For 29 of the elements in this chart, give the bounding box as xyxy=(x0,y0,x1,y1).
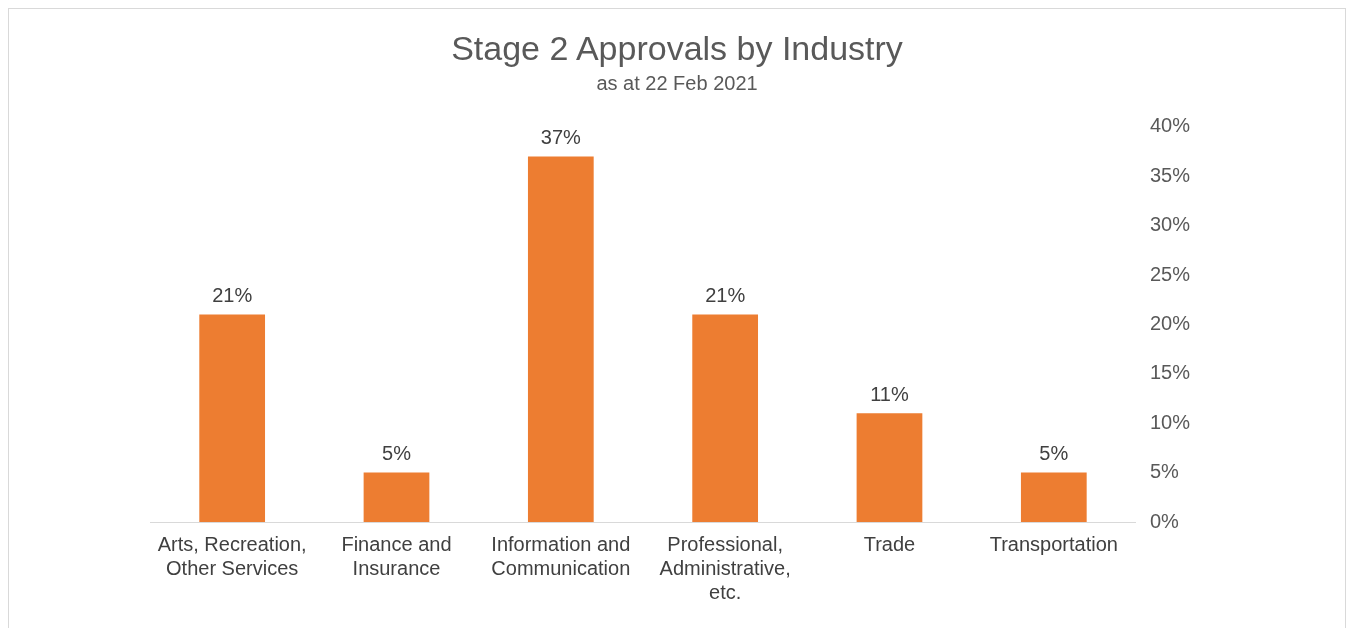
data-label: 37% xyxy=(540,125,582,148)
x-tick-label: Transportation xyxy=(989,532,1118,555)
y-tick-label: 20% xyxy=(1149,311,1191,334)
chart-subtitle: as at 22 Feb 2021 xyxy=(596,72,758,95)
y-tick-label: 40% xyxy=(1149,114,1191,137)
y-tick-label: 10% xyxy=(1149,410,1191,433)
x-tick-label: Professional, Administrative, etc. xyxy=(659,532,791,603)
y-tick-label: 0% xyxy=(1149,509,1180,532)
data-label: 21% xyxy=(705,284,746,307)
data-label: 21% xyxy=(212,284,253,307)
y-tick-label: 5% xyxy=(1149,460,1180,483)
bar xyxy=(856,413,923,522)
bar xyxy=(1020,472,1087,522)
data-label: 5% xyxy=(1039,442,1069,465)
bar xyxy=(527,156,594,522)
x-tick-label: Arts, Recreation, Other Services xyxy=(157,532,307,579)
x-tick-label: Finance and Insurance xyxy=(341,532,452,579)
x-tick-label: Information and Communication xyxy=(491,532,631,579)
bar xyxy=(199,314,266,522)
data-label: 5% xyxy=(382,442,412,465)
data-label: 11% xyxy=(870,382,909,405)
chart-title: Stage 2 Approvals by Industry xyxy=(451,28,903,67)
y-tick-label: 35% xyxy=(1149,163,1191,186)
bar xyxy=(692,314,759,522)
bar xyxy=(363,472,430,522)
y-tick-label: 25% xyxy=(1149,262,1191,285)
y-tick-label: 30% xyxy=(1149,213,1191,236)
x-tick-label: Trade xyxy=(863,532,916,555)
y-tick-label: 15% xyxy=(1149,361,1191,384)
